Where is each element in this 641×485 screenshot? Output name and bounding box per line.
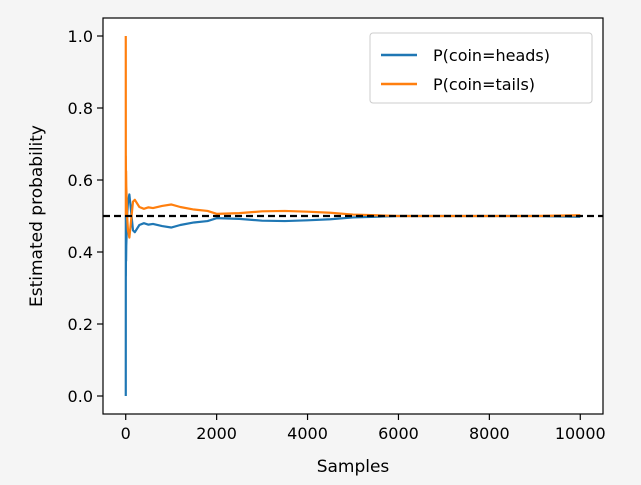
y-tick-label: 0.0 xyxy=(68,387,93,406)
legend: P(coin=heads) P(coin=tails) xyxy=(369,32,593,104)
x-tick-label: 10000 xyxy=(555,424,606,443)
series-layer xyxy=(124,35,581,397)
series-line-heads xyxy=(124,193,581,397)
series-line-tails xyxy=(124,35,581,239)
plot-frame xyxy=(102,17,604,415)
x-tick-label: 0 xyxy=(121,424,131,443)
y-axis-label: Estimated probability xyxy=(27,125,47,307)
y-tick-label: 0.8 xyxy=(68,99,93,118)
x-tick-label: 2000 xyxy=(196,424,237,443)
y-tick-label: 0.2 xyxy=(68,315,93,334)
y-tick-label: 0.4 xyxy=(68,243,93,262)
y-tick-label: 1.0 xyxy=(68,27,93,46)
legend-box xyxy=(369,32,593,104)
x-tick-label: 8000 xyxy=(469,424,510,443)
x-tick-label: 4000 xyxy=(287,424,328,443)
legend-label-tails: P(coin=tails) xyxy=(433,75,535,94)
x-axis: 0 2000 4000 6000 8000 10000 xyxy=(121,414,606,443)
y-axis: 0.0 0.2 0.4 0.6 0.8 1.0 xyxy=(68,27,103,406)
x-tick-label: 6000 xyxy=(378,424,419,443)
y-tick-label: 0.6 xyxy=(68,171,93,190)
x-axis-label: Samples xyxy=(317,457,390,477)
legend-label-heads: P(coin=heads) xyxy=(433,46,550,65)
